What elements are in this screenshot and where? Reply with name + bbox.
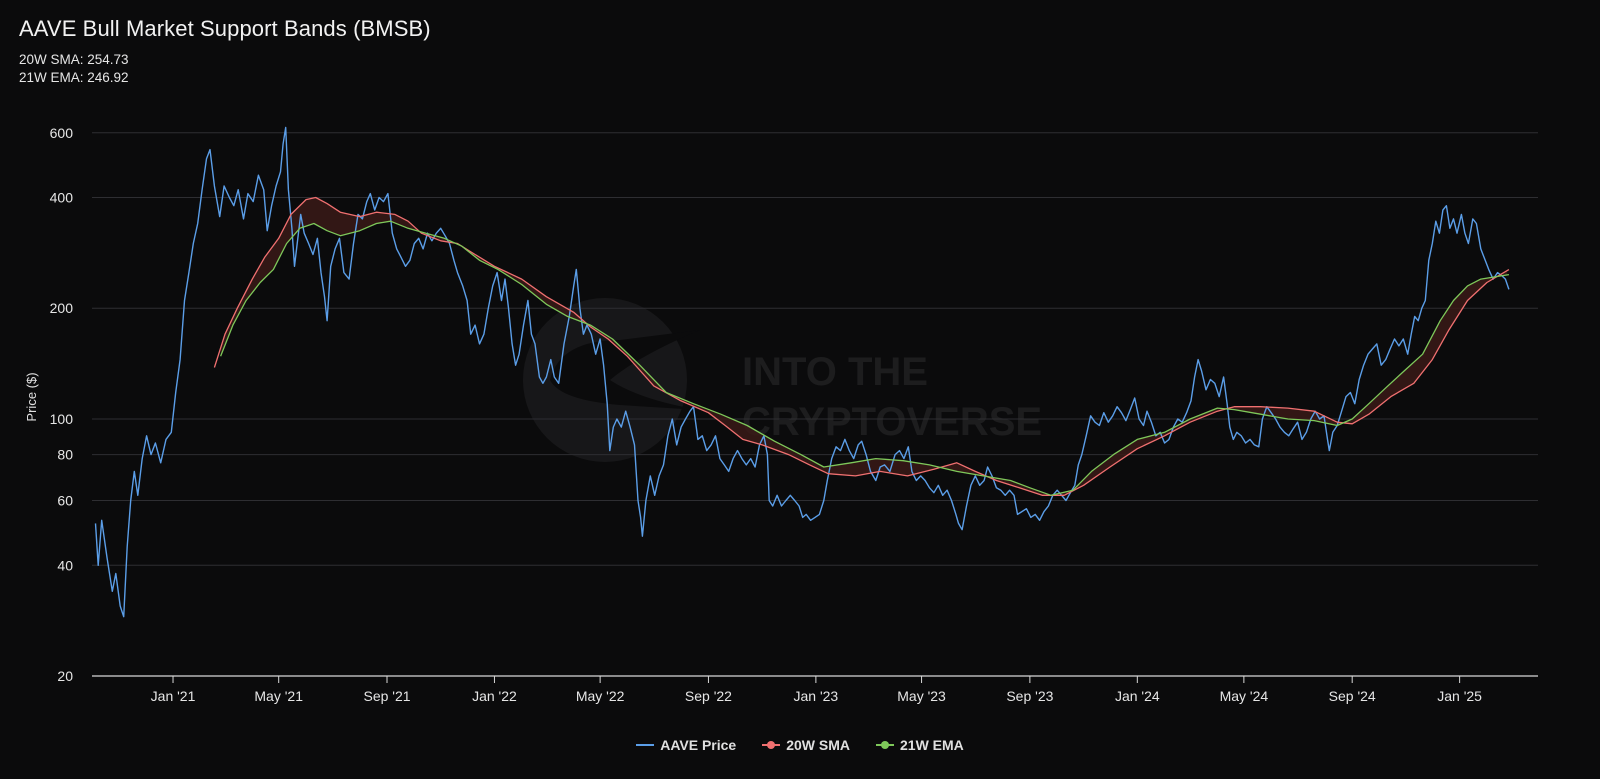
ema-line (219, 220, 1510, 496)
y-tick-label-60: 60 (57, 493, 73, 509)
y-grid (92, 132, 1538, 677)
x-tick-label-5: Sep '22 (685, 688, 732, 704)
chart-title: AAVE Bull Market Support Bands (BMSB) (19, 16, 431, 41)
legend-sma-swatch (762, 740, 781, 750)
sma-value-label: 20W SMA: 254.73 (19, 52, 129, 67)
price-line (94, 126, 1510, 618)
watermark-line-1: INTO THE (742, 350, 928, 394)
y-tick-label-600: 600 (50, 125, 74, 141)
support-band-fill (220, 197, 1508, 496)
legend: AAVE Price 20W SMA 21W EMA (0, 737, 1600, 753)
watermark: INTO THE CRYPTOVERSE (523, 298, 1042, 462)
x-tick-label-3: Jan '22 (472, 688, 517, 704)
series-lines (94, 126, 1510, 618)
watermark-line-2: CRYPTOVERSE (742, 400, 1042, 444)
y-tick-label-200: 200 (50, 300, 74, 316)
legend-price-swatch (636, 740, 655, 750)
x-tick-label-7: May '23 (897, 688, 946, 704)
ema-value-label: 21W EMA: 246.92 (19, 70, 129, 85)
legend-item-sma[interactable]: 20W SMA (762, 737, 850, 753)
y-axis-ticks: 20 40 60 80 100 200 400 600 (50, 125, 74, 684)
band-area (220, 197, 1508, 496)
legend-item-ema[interactable]: 21W EMA (876, 737, 964, 753)
sma-line (213, 196, 1510, 496)
x-tick-label-4: May '22 (576, 688, 625, 704)
x-tick-label-8: Sep '23 (1006, 688, 1053, 704)
y-tick-label-80: 80 (57, 447, 73, 463)
x-tick-label-1: May '21 (254, 688, 303, 704)
legend-ema-label: 21W EMA (900, 737, 964, 753)
legend-ema-swatch (876, 740, 894, 750)
x-tick-label-9: Jan '24 (1115, 688, 1160, 704)
x-tick-label-2: Sep '21 (363, 688, 410, 704)
x-tick-label-10: May '24 (1220, 688, 1269, 704)
legend-sma-label: 20W SMA (786, 737, 850, 753)
x-axis-ticks: Jan '21 May '21 Sep '21 Jan '22 May '22 Sep '… (151, 676, 1482, 704)
legend-price-label: AAVE Price (660, 737, 737, 753)
x-tick-label-12: Jan '25 (1437, 688, 1482, 704)
x-tick-label-0: Jan '21 (151, 688, 196, 704)
x-tick-label-6: Jan '23 (794, 688, 839, 704)
y-axis-label: Price ($) (24, 372, 39, 421)
y-tick-label-400: 400 (50, 190, 74, 206)
y-tick-label-20: 20 (57, 668, 73, 684)
legend-item-price[interactable]: AAVE Price (636, 737, 736, 753)
y-tick-label-100: 100 (50, 411, 74, 427)
x-tick-label-11: Sep '24 (1329, 688, 1376, 704)
y-tick-label-40: 40 (57, 557, 73, 573)
